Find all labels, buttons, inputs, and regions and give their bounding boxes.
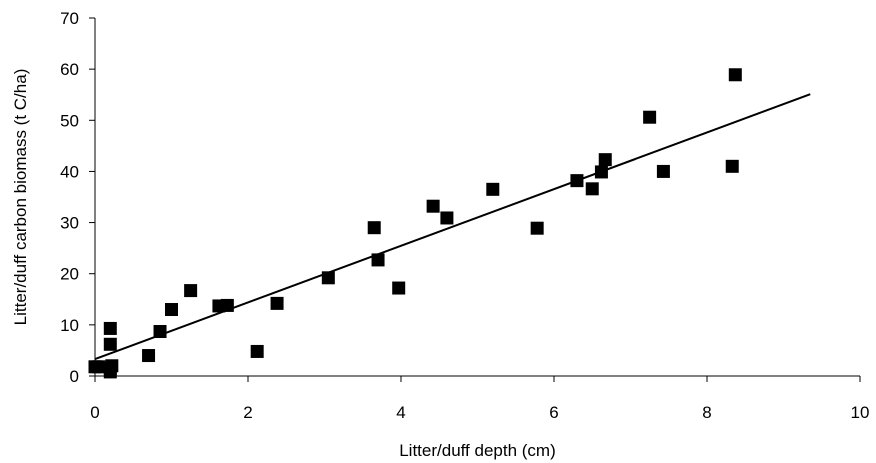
data-point — [250, 344, 264, 358]
y-tick-label: 70 — [60, 9, 79, 28]
plot-area: 0 2 4 6 8 10 0 10 20 30 40 50 60 70 — [60, 9, 869, 422]
y-tick-label: 20 — [60, 265, 79, 284]
y-tick-label: 60 — [60, 60, 79, 79]
data-point — [103, 365, 117, 379]
y-tick-label: 30 — [60, 214, 79, 233]
data-point — [270, 296, 284, 310]
data-point — [367, 221, 381, 235]
data-point — [165, 303, 178, 317]
y-tick-label: 40 — [60, 162, 79, 181]
y-axis-title: Litter/duff carbon biomass (t C/ha) — [11, 69, 30, 326]
x-tick-label: 8 — [702, 403, 711, 422]
data-point — [392, 281, 406, 295]
data-point — [103, 321, 117, 335]
data-point — [426, 199, 440, 213]
x-tick-label: 10 — [851, 403, 870, 422]
x-tick-label: 0 — [90, 403, 99, 422]
y-tick-label: 10 — [60, 316, 79, 335]
y-axis-ticks: 0 10 20 30 40 50 60 70 — [60, 9, 95, 386]
x-axis-title: Litter/duff depth (cm) — [399, 441, 556, 460]
data-point — [725, 159, 739, 173]
data-point — [440, 211, 454, 225]
data-point — [142, 349, 156, 363]
data-point — [184, 284, 198, 298]
data-point — [585, 182, 599, 196]
x-axis-ticks: 0 2 4 6 8 10 — [90, 376, 869, 422]
data-point — [486, 182, 500, 196]
data-point — [728, 68, 742, 82]
data-point — [656, 164, 670, 178]
data-point — [643, 110, 657, 124]
data-point — [103, 337, 117, 351]
x-tick-label: 4 — [396, 403, 405, 422]
y-tick-label: 50 — [60, 111, 79, 130]
data-point — [530, 221, 544, 235]
y-tick-label: 0 — [70, 367, 79, 386]
trend-line — [94, 93, 811, 361]
data-points — [88, 68, 742, 379]
data-point — [371, 253, 385, 267]
x-tick-label: 2 — [243, 403, 252, 422]
x-tick-label: 6 — [549, 403, 558, 422]
data-point — [92, 360, 106, 374]
data-point — [598, 153, 612, 167]
